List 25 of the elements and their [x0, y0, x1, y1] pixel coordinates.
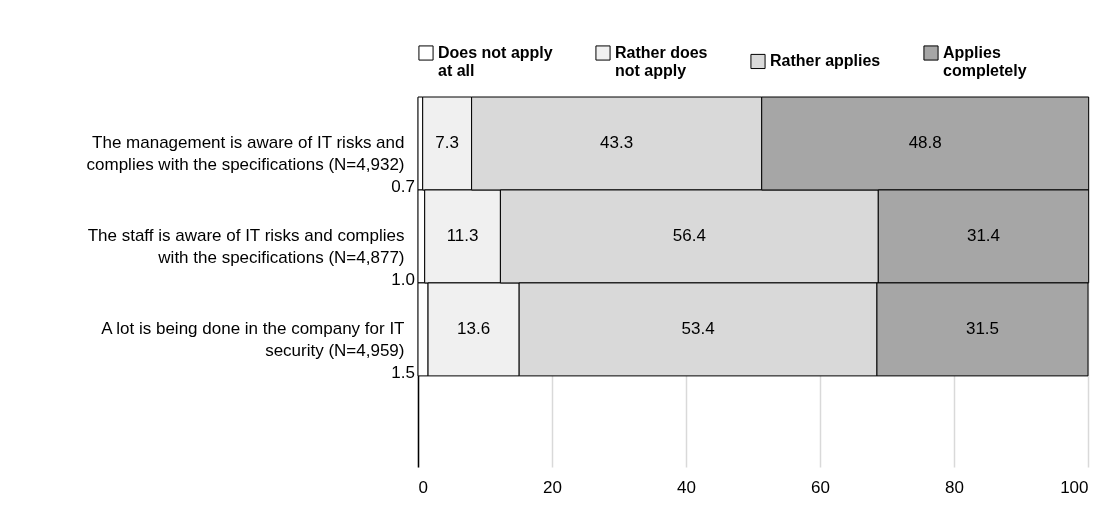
- data-label: 48.8: [908, 133, 942, 153]
- x-tick-label: 60: [811, 477, 830, 497]
- x-tick-label: 40: [677, 477, 696, 497]
- data-label: 7.3: [435, 133, 459, 153]
- x-tick-label: 0: [418, 477, 428, 497]
- x-tick-label: 80: [945, 477, 964, 497]
- legend-label: Applies completely: [943, 44, 1027, 79]
- data-label: 56.4: [672, 226, 706, 246]
- y-tick-label: The staff is aware of IT risks and complies with the specifications (N=4,877): [87, 226, 405, 268]
- data-label: 1.0: [391, 270, 415, 290]
- data-label: 0.7: [391, 177, 415, 197]
- data-label: 11.3: [446, 226, 479, 246]
- legend-label: Rather applies: [770, 52, 881, 70]
- x-tick-label: 20: [543, 477, 562, 497]
- x-tick-label: 100: [1060, 477, 1089, 497]
- data-label: 31.5: [965, 319, 1000, 339]
- y-tick-label: The management is aware of IT risks and complies with the specifications (N=4,932): [86, 133, 405, 175]
- data-label: 1.5: [391, 363, 415, 383]
- data-label: 43.3: [600, 133, 634, 153]
- y-tick-label: A lot is being done in the company for IT security (N=4,959): [101, 319, 405, 361]
- legend-label: Rather does not apply: [615, 44, 708, 79]
- legend-label: Does not apply at all: [438, 44, 553, 79]
- data-label: 53.4: [681, 319, 715, 339]
- data-label: 13.6: [457, 319, 491, 339]
- data-label: 31.4: [966, 226, 1001, 246]
